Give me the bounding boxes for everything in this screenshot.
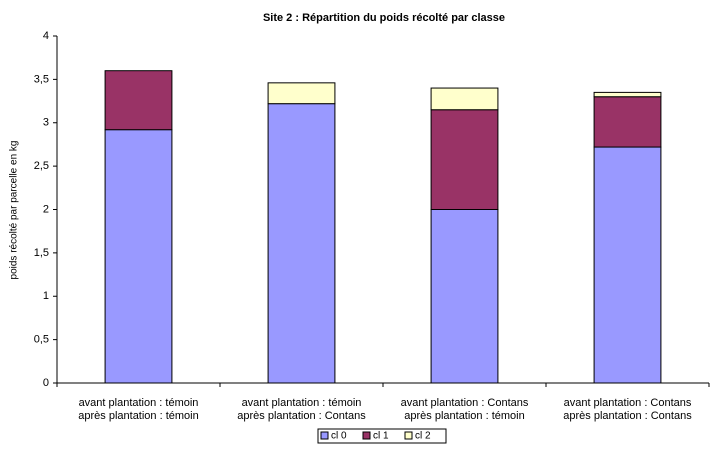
legend-label: cl 0 <box>331 431 347 442</box>
y-tick-label: 4 <box>43 30 49 42</box>
bar-segment <box>593 91 662 98</box>
y-tick-label: 1,5 <box>34 247 49 259</box>
x-tick-label: avant plantation : Contans <box>401 397 529 409</box>
legend-swatch <box>320 431 329 440</box>
y-tick-label: 0,5 <box>34 334 49 346</box>
legend-swatch <box>362 431 371 440</box>
x-tick-label: avant plantation : Contans <box>564 397 692 409</box>
y-tick-label: 3,5 <box>34 73 49 85</box>
bar-segment <box>430 87 499 111</box>
bar-segment <box>430 209 499 384</box>
x-tick-label: avant plantation : témoin <box>242 397 362 409</box>
x-tick-label: après plantation : témoin <box>404 410 524 422</box>
bar-segment <box>593 146 662 384</box>
y-axis-label: poids récolté par parcelle en kg <box>9 141 20 280</box>
bar-segment <box>593 96 662 148</box>
y-tick-label: 1 <box>43 290 49 302</box>
bar-segment <box>430 109 499 210</box>
x-tick-label: après plantation : Contans <box>563 410 692 422</box>
legend-swatch <box>404 431 413 440</box>
legend-label: cl 1 <box>373 431 389 442</box>
legend-label: cl 2 <box>415 431 431 442</box>
y-tick-label: 2,5 <box>34 160 49 172</box>
bar-segment <box>267 103 336 384</box>
bar-segment <box>104 70 173 131</box>
x-tick-label: avant plantation : témoin <box>79 397 199 409</box>
bar-segment <box>104 129 173 384</box>
legend-box <box>317 428 447 444</box>
bar-segment <box>267 82 336 105</box>
y-tick-label: 2 <box>43 203 49 215</box>
x-tick-label: après plantation : témoin <box>78 410 198 422</box>
y-tick-label: 3 <box>43 117 49 129</box>
x-tick-label: après plantation : Contans <box>237 410 366 422</box>
y-tick-label: 0 <box>43 377 49 389</box>
chart-title: Site 2 : Répartition du poids récolté pa… <box>263 12 505 24</box>
